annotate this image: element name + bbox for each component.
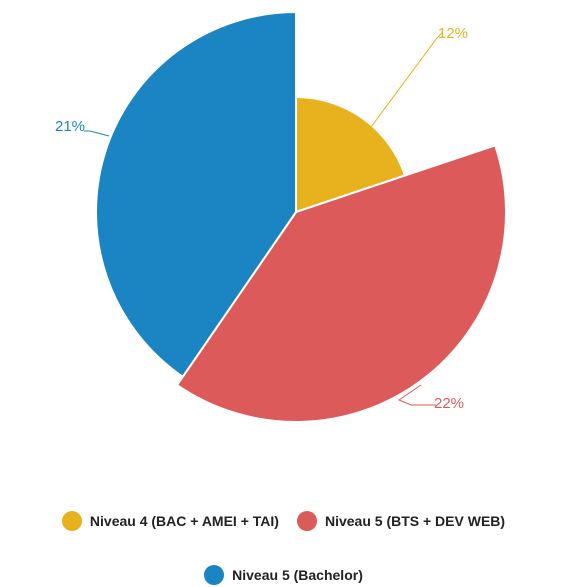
legend-swatch-niveau-5-bts — [296, 511, 317, 531]
pie-slice-2[interactable] — [95, 11, 297, 378]
legend-label-niveau-5-bts: Niveau 5 (BTS + DEV WEB) — [324, 513, 506, 529]
leader-line-1 — [397, 384, 436, 406]
data-label-2: 21% — [55, 118, 85, 135]
pie-slice-0[interactable] — [295, 96, 407, 213]
legend-label-niveau-5-bachelor: Niveau 5 (Bachelor) — [232, 567, 363, 583]
legend-row-1: Niveau 4 (BAC + AMEI + TAI) Niveau 5 (BT… — [0, 511, 567, 531]
legend-item-niveau-5-bts[interactable]: Niveau 5 (BTS + DEV WEB) — [296, 511, 506, 531]
pie-slice-1[interactable] — [176, 144, 507, 423]
data-label-1: 22% — [434, 395, 464, 412]
legend-item-niveau-4[interactable]: Niveau 4 (BAC + AMEI + TAI) — [61, 511, 279, 531]
legend-item-niveau-5-bachelor[interactable]: Niveau 5 (Bachelor) — [204, 565, 363, 585]
leader-line-2 — [84, 130, 110, 137]
legend-row-2: Niveau 5 (Bachelor) — [0, 565, 567, 585]
leader-line-0 — [370, 32, 443, 128]
legend-label-niveau-4: Niveau 4 (BAC + AMEI + TAI) — [89, 513, 279, 529]
pie-chart: 12% 22% 21% — [55, 11, 507, 423]
legend-swatch-niveau-4 — [61, 511, 82, 531]
legend-swatch-niveau-5-bachelor — [204, 565, 225, 585]
data-label-0: 12% — [438, 25, 468, 42]
